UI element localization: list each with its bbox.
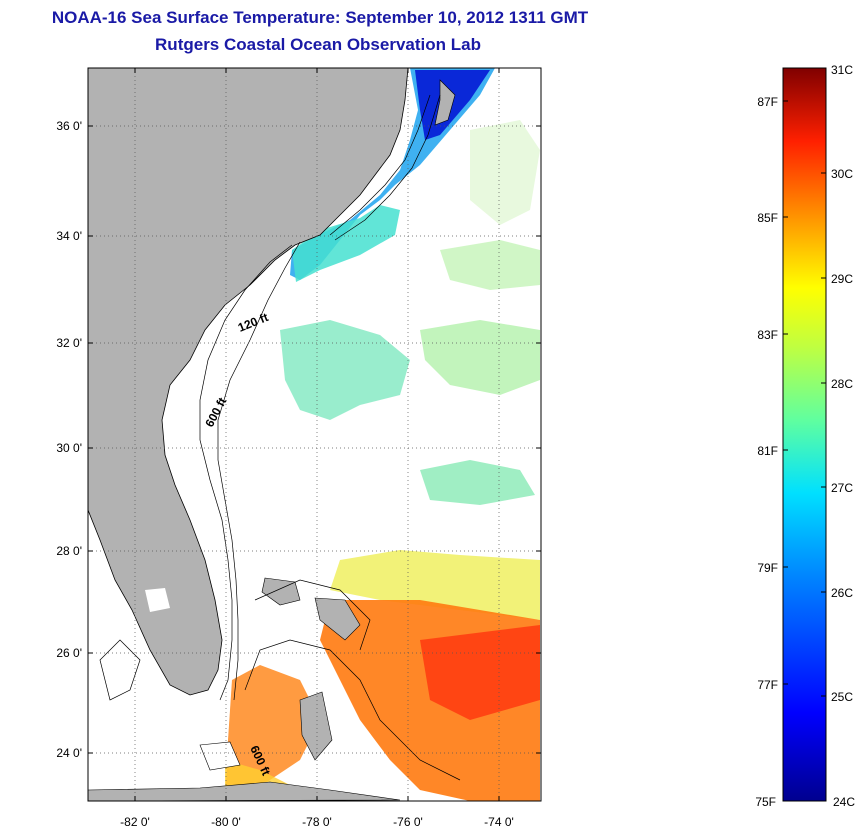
colorbar-celsius-label: 24C [833, 795, 855, 809]
colorbar-celsius-label: 29C [831, 272, 853, 286]
sst-patch-cyan-shelf [292, 205, 400, 282]
land-layer [88, 68, 456, 801]
colorbar-fahrenheit-label: 75F [755, 795, 776, 809]
lon-tick-label: -76 0' [393, 815, 423, 829]
bahamas-grand-bahama [261, 577, 301, 606]
lon-tick-label: -74 0' [484, 815, 514, 829]
sst-patch-red [420, 625, 540, 720]
lat-tick-label: 26 0' [56, 646, 82, 660]
sst-patch-yellow-band [330, 550, 540, 620]
lat-tick-label: 36 0' [56, 119, 82, 133]
contour-north-2 [334, 94, 441, 241]
colorbar-fahrenheit-label: 77F [757, 678, 778, 692]
map-layers: 120 ft 600 ft 600 ft [88, 68, 541, 801]
colorbar-fahrenheit-label: 79F [757, 561, 778, 575]
lat-tick-label: 30 0' [56, 441, 82, 455]
lat-tick-label: 32 0' [56, 336, 82, 350]
lon-tick-label: -78 0' [302, 815, 332, 829]
lon-tick-label: -80 0' [211, 815, 241, 829]
colorbar-celsius-label: 25C [831, 690, 853, 704]
contour-bahamas-1 [244, 639, 461, 781]
colorbar-celsius-label: 31C [831, 63, 853, 77]
contour-gulf-1 [99, 639, 141, 701]
land-cuba [88, 781, 401, 801]
bahamas-abaco [314, 597, 361, 641]
chart-title: NOAA-16 Sea Surface Temperature: Septemb… [51, 8, 589, 27]
sst-patch-mid-2 [420, 320, 540, 395]
contour-layer [99, 94, 461, 781]
sst-patch-mid-3 [440, 240, 540, 290]
outer-banks [434, 79, 456, 126]
contour-120ft [199, 244, 293, 701]
chart-subtitle: Rutgers Coastal Ocean Observation Lab [155, 35, 481, 54]
lat-tick-label: 24 0' [56, 746, 82, 760]
colorbar-celsius-label: 30C [831, 167, 853, 181]
colorbar-celsius-label: 28C [831, 377, 853, 391]
lon-tick-label: -82 0' [120, 815, 150, 829]
colorbar-celsius-label: 27C [831, 481, 853, 495]
lat-tick-label: 28 0' [56, 544, 82, 558]
sst-patch-mid-1 [280, 320, 410, 420]
map-frame [87, 67, 542, 802]
contour-bahamas-2 [254, 579, 371, 651]
sst-patch-mid-4 [420, 460, 535, 505]
contour-north-1 [329, 94, 431, 236]
cay-sal-bank [199, 741, 241, 771]
colorbar-fahrenheit-label: 81F [757, 444, 778, 458]
contour-600ft [217, 241, 301, 701]
sst-data-layer [225, 68, 540, 801]
colorbar [782, 67, 827, 802]
land-us-southeast [88, 68, 409, 696]
sst-patch-ne [470, 120, 540, 225]
colorbar-ticks [783, 100, 826, 697]
lake-okeechobee [145, 588, 170, 612]
colorbar-fahrenheit-label: 83F [757, 328, 778, 342]
frame-ticks [88, 68, 541, 801]
colorbar-fahrenheit-label: 85F [757, 211, 778, 225]
lat-tick-label: 34 0' [56, 229, 82, 243]
colorbar-celsius-label: 26C [831, 586, 853, 600]
bahamas-andros [299, 691, 333, 761]
colorbar-fahrenheit-label: 87F [757, 95, 778, 109]
